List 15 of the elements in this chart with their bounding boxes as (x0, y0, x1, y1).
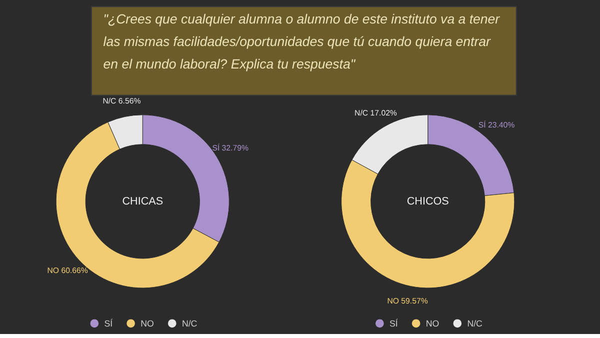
legend-label: N/C (467, 318, 484, 328)
legend-label: NO (140, 318, 154, 328)
legend-label: NO (426, 318, 440, 328)
data-label: N/C 17.02% (354, 108, 397, 118)
legend-label: SÍ (390, 318, 398, 328)
legend-label: N/C (182, 318, 198, 328)
data-label: N/C 6.56% (102, 96, 141, 106)
data-label: NO 59.57% (387, 296, 428, 306)
legend-label: SÍ (104, 318, 114, 328)
data-label: SÍ 23.40% (478, 120, 515, 130)
text: "¿Crees que cualquier alumna o alumno de este instituto va a tener las mismas facilidades/oportunidades que tú cuando quiera entrar en el mundo laboral? Explica tu respuesta" (103, 11, 500, 72)
data-label: NO 60.66% (47, 266, 88, 275)
text: CHICOS (406, 195, 449, 208)
data-label: SÍ 32.79% (212, 144, 248, 153)
text: CHICAS (122, 195, 164, 208)
